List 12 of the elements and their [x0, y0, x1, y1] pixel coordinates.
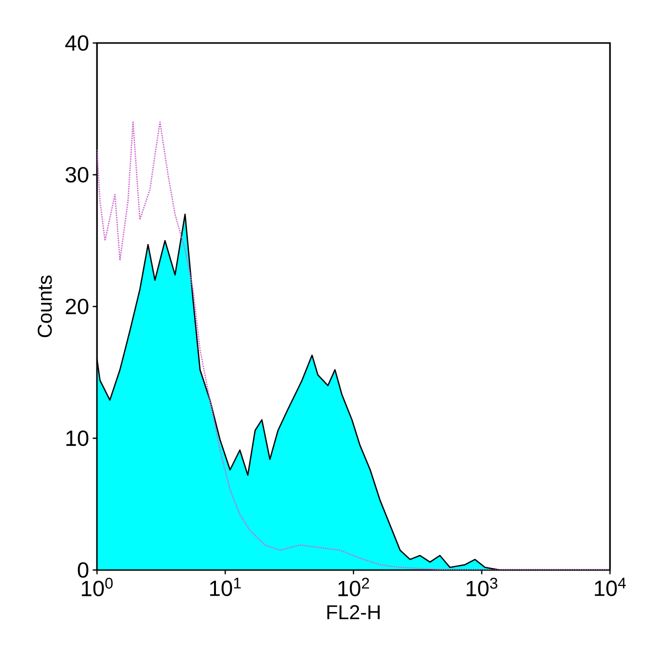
y-tick-label: 30 — [66, 166, 88, 183]
y-tick-label: 10 — [66, 430, 88, 446]
x-tick-label: 10$^{2}$ — [338, 578, 369, 596]
x-tick-label: 10$^{0}$ — [82, 578, 113, 596]
x-axis-title: FL2-H — [327, 605, 380, 620]
y-tick-label: 0 — [78, 562, 88, 578]
y-axis-title: Counts — [38, 276, 52, 338]
x-tick-label: 10$^{4}$ — [594, 578, 626, 596]
x-tick-label: 10$^{3}$ — [466, 578, 498, 596]
y-tick-label: 20 — [66, 298, 88, 314]
x-tick-label: 10$^{1}$ — [210, 578, 241, 596]
y-tick-label: 40 — [65, 35, 88, 51]
